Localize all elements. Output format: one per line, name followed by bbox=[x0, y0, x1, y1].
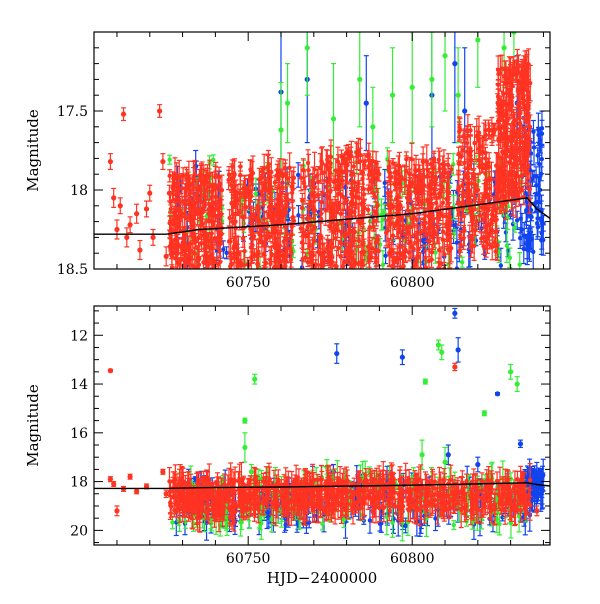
plot-area bbox=[94, 0, 550, 285]
data-point-red bbox=[137, 241, 142, 260]
data-point-red bbox=[134, 489, 139, 494]
data-point-red bbox=[160, 469, 165, 474]
x-tick-label: 60800 bbox=[390, 275, 435, 291]
y-tick-label: 14 bbox=[70, 377, 88, 393]
data-point-blue bbox=[364, 56, 369, 151]
data-point-blue bbox=[400, 350, 405, 365]
data-point-green bbox=[517, 253, 522, 277]
y-tick-label: 17.5 bbox=[57, 104, 88, 120]
y-tick-label: 18 bbox=[70, 183, 88, 199]
data-point-green bbox=[390, 48, 395, 143]
y-tick-label: 18 bbox=[70, 475, 88, 491]
x-axis-title: HJD−2400000 bbox=[267, 569, 378, 587]
data-point-red bbox=[127, 217, 132, 233]
data-point-red bbox=[124, 228, 129, 247]
data-point-green bbox=[475, 0, 480, 87]
data-point-blue bbox=[456, 338, 461, 362]
data-point-blue bbox=[475, 457, 480, 472]
data-point-red bbox=[134, 204, 139, 223]
data-point-green bbox=[167, 155, 172, 164]
data-point-red bbox=[150, 230, 155, 246]
data-point-red bbox=[121, 108, 126, 121]
data-point-green bbox=[252, 374, 257, 384]
data-point-green bbox=[515, 377, 520, 392]
y-tick-label: 18.5 bbox=[57, 262, 88, 278]
data-point-green bbox=[482, 411, 487, 416]
data-point-red bbox=[108, 477, 113, 482]
data-point-red bbox=[127, 474, 132, 479]
data-point-blue bbox=[531, 120, 536, 143]
data-point-blue bbox=[452, 0, 457, 143]
data-point-red bbox=[118, 198, 123, 214]
data-point-red bbox=[147, 185, 152, 201]
x-tick-label: 60800 bbox=[390, 551, 435, 567]
data-point-blue bbox=[518, 440, 523, 447]
data-point-red bbox=[114, 220, 119, 239]
y-axis-title: Magnitude bbox=[24, 384, 42, 467]
data-point-red bbox=[315, 189, 320, 200]
data-point-red bbox=[108, 154, 113, 170]
data-point-green bbox=[242, 433, 247, 462]
data-point-red bbox=[144, 201, 149, 217]
data-point-red bbox=[157, 105, 162, 118]
y-tick-label: 20 bbox=[70, 523, 88, 539]
data-point-green bbox=[429, 32, 434, 127]
y-tick-label: 16 bbox=[70, 426, 88, 442]
data-point-blue bbox=[334, 344, 339, 364]
x-tick-label: 60750 bbox=[226, 275, 271, 291]
data-point-red bbox=[238, 162, 243, 171]
data-point-green bbox=[285, 64, 290, 143]
data-point-red bbox=[114, 506, 119, 516]
data-point-red bbox=[404, 152, 409, 167]
top-panel: 60750 60800 17.5 18 18.5 Magnitude bbox=[24, 0, 550, 291]
data-point-blue bbox=[296, 163, 301, 187]
y-axis-title: Magnitude bbox=[24, 109, 42, 192]
data-point-green bbox=[442, 447, 447, 476]
data-point-red bbox=[452, 363, 457, 370]
data-point-blue bbox=[383, 248, 388, 264]
data-point-red bbox=[108, 368, 113, 373]
data-point-green bbox=[442, 0, 447, 111]
x-tick-label: 60750 bbox=[226, 551, 271, 567]
data-point-green bbox=[242, 418, 247, 423]
data-point-red bbox=[164, 247, 169, 266]
data-point-blue bbox=[495, 391, 500, 396]
bottom-panel: 60750 60800 12 14 16 18 20 Magnitude HJD−2400000 bbox=[24, 306, 550, 587]
data-point-green bbox=[410, 32, 415, 143]
y-tick-label: 12 bbox=[70, 328, 88, 344]
data-point-blue bbox=[452, 308, 457, 318]
data-point-green bbox=[423, 379, 428, 384]
plot-area bbox=[94, 308, 550, 540]
data-point-green bbox=[508, 365, 513, 380]
data-point-red bbox=[420, 154, 425, 170]
data-point-green bbox=[460, 257, 465, 267]
data-point-red bbox=[160, 154, 165, 170]
data-point-green bbox=[439, 345, 444, 360]
data-point-red bbox=[111, 188, 116, 207]
data-point-red bbox=[111, 481, 116, 486]
data-point-green bbox=[357, 32, 362, 127]
